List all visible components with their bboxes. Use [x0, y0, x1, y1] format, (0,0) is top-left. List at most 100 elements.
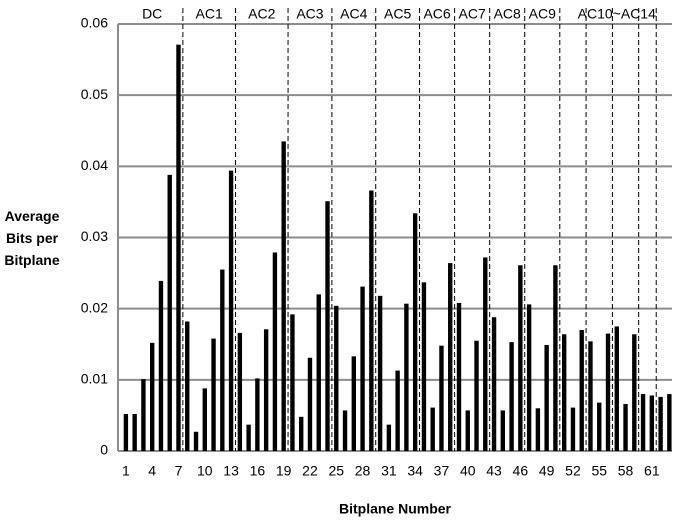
bar — [272, 252, 278, 451]
x-tick-label: 52 — [565, 463, 581, 479]
group-label: AC10~AC14 — [578, 6, 656, 22]
bar — [325, 201, 330, 451]
bar — [526, 304, 532, 451]
bar — [588, 341, 593, 451]
bar — [553, 265, 558, 451]
bar — [316, 294, 321, 451]
bar — [185, 321, 190, 451]
bar — [369, 190, 374, 451]
x-tick-label: 28 — [355, 463, 371, 479]
bar — [246, 424, 251, 451]
group-label: AC9 — [529, 6, 556, 22]
bar — [448, 263, 453, 451]
group-label: AC1 — [196, 6, 223, 22]
x-tick-label: 13 — [223, 463, 239, 479]
group-label: AC3 — [296, 6, 323, 22]
bar — [465, 410, 470, 451]
bar — [500, 410, 506, 451]
bar — [561, 334, 567, 451]
bar — [474, 340, 479, 451]
bar — [491, 317, 497, 451]
group-label: AC7 — [459, 6, 486, 22]
bar — [307, 357, 313, 451]
bar — [386, 424, 392, 451]
bar — [395, 370, 400, 451]
x-tick-label: 37 — [434, 463, 450, 479]
y-tick-label: 0 — [100, 442, 108, 458]
bar — [255, 378, 260, 451]
bar — [640, 394, 646, 451]
bar — [483, 257, 488, 451]
bar — [649, 395, 655, 451]
bar — [412, 213, 418, 451]
bar — [211, 338, 216, 451]
x-tick-label: 34 — [407, 463, 423, 479]
bar — [421, 282, 427, 451]
x-tick-label: 40 — [460, 463, 476, 479]
group-label: AC6 — [423, 6, 450, 22]
group-label: AC2 — [248, 6, 275, 22]
x-tick-label: 19 — [276, 463, 292, 479]
bar — [193, 431, 199, 451]
y-tick-label: 0.02 — [81, 299, 108, 315]
y-tick-label: 0.06 — [81, 15, 108, 31]
bar — [220, 269, 225, 451]
bar — [299, 416, 304, 451]
bar — [351, 356, 356, 451]
x-tick-label: 31 — [381, 463, 397, 479]
x-tick-label: 25 — [328, 463, 344, 479]
x-tick-label: 1 — [122, 463, 130, 479]
x-tick-label: 49 — [539, 463, 555, 479]
y-tick-label: 0.04 — [81, 157, 108, 173]
group-label: AC8 — [494, 6, 521, 22]
group-label: AC5 — [384, 6, 411, 22]
y-tick-label: 0.01 — [81, 371, 108, 387]
bar — [132, 413, 137, 451]
bar — [281, 141, 286, 452]
bar — [141, 379, 146, 451]
x-tick-label: 43 — [486, 463, 502, 479]
x-tick-label: 4 — [148, 463, 156, 479]
bar — [667, 394, 672, 451]
y-axis-label: Average Bits per Bitplane — [4, 208, 60, 268]
x-tick-label: 16 — [250, 463, 266, 479]
x-tick-label: 55 — [591, 463, 607, 479]
bar — [263, 329, 269, 451]
bar — [605, 333, 611, 451]
bar — [544, 344, 549, 451]
bar — [167, 174, 172, 451]
bar — [623, 404, 628, 451]
bar — [614, 326, 619, 451]
bar — [456, 302, 462, 451]
y-tick-label: 0.03 — [81, 228, 108, 244]
bar — [237, 332, 243, 451]
bar — [632, 334, 637, 451]
y-tick-label: 0.05 — [81, 86, 108, 102]
x-tick-label: 7 — [175, 463, 183, 479]
x-axis-label: Bitplane Number — [339, 501, 452, 517]
group-label: DC — [142, 6, 162, 22]
group-label: AC4 — [340, 6, 367, 22]
bar — [658, 396, 663, 451]
bar — [439, 345, 444, 451]
bar — [176, 44, 181, 451]
bar — [579, 330, 584, 451]
x-tick-label: 22 — [302, 463, 318, 479]
bar — [334, 305, 339, 451]
bar — [430, 407, 435, 451]
bar — [202, 388, 207, 451]
bar — [290, 314, 295, 451]
x-tick-label: 46 — [513, 463, 529, 479]
bar — [597, 402, 602, 451]
bar — [570, 407, 576, 451]
bar — [158, 280, 164, 451]
bar — [123, 413, 129, 451]
bar — [509, 342, 514, 451]
x-tick-label: 10 — [197, 463, 213, 479]
bar — [518, 265, 523, 451]
bar — [342, 410, 348, 451]
bar — [149, 342, 155, 451]
bar — [404, 303, 409, 451]
